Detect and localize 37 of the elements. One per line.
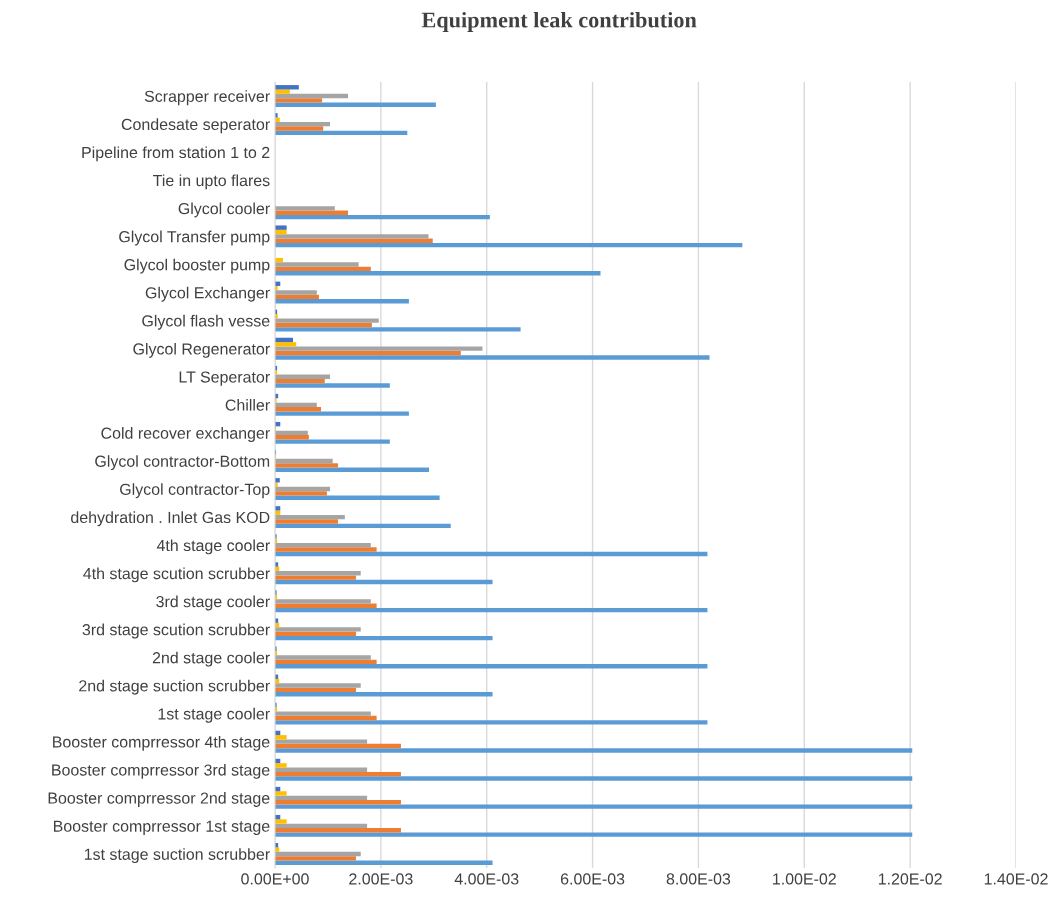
y-tick-label: Cold recover exchanger bbox=[101, 427, 270, 442]
y-tick-label: 4th stage cooler bbox=[156, 539, 270, 555]
x-tick-label: 1.00E-02 bbox=[773, 873, 836, 885]
y-tick-label: Chiller bbox=[225, 399, 270, 411]
y-tick-label: Glycol cooler bbox=[178, 202, 270, 218]
y-tick-label: Condesate seperator bbox=[121, 118, 270, 134]
y-tick-label: Glycol Transfer pump bbox=[119, 230, 270, 246]
y-tick-label: Glycol booster pump bbox=[124, 258, 270, 274]
x-tick-label: 4.00E-03 bbox=[454, 873, 519, 885]
y-tick-label: dehydration . Inlet Gas KOD bbox=[71, 511, 270, 527]
x-tick-label: 2.00E-03 bbox=[349, 873, 413, 885]
y-tick-label: 2nd stage cooler bbox=[152, 651, 270, 667]
y-tick-label: Glycol flash vesse bbox=[142, 314, 270, 330]
y-tick-label: Glycol Regenerator bbox=[133, 342, 270, 358]
x-tick-label: 1.20E-02 bbox=[878, 873, 942, 885]
y-tick-label: 1st stage suction scrubber bbox=[84, 848, 270, 864]
y-tick-label: 4th stage scution scrubber bbox=[83, 567, 270, 583]
y-tick-label: Glycol contractor-Top bbox=[120, 483, 270, 499]
y-tick-label: Booster comprressor 2nd stage bbox=[48, 792, 270, 807]
x-tick-label: 8.00E-03 bbox=[666, 873, 731, 885]
y-tick-label: Scrapper receiver bbox=[144, 90, 270, 106]
chart-title: Equipment leak contribution bbox=[421, 11, 697, 33]
y-tick-label: 2nd stage suction scrubber bbox=[79, 679, 270, 695]
y-tick-label: Glycol contractor-Bottom bbox=[95, 455, 270, 471]
y-tick-label: 3rd stage cooler bbox=[156, 595, 270, 611]
y-tick-label: Booster comprressor 3rd stage bbox=[52, 763, 270, 779]
y-tick-label: LT Seperator bbox=[179, 371, 270, 386]
y-tick-label: Pipeline from station 1 to 2 bbox=[82, 146, 270, 162]
x-tick-label: 0.00E+00 bbox=[241, 873, 309, 885]
y-tick-label: Booster comprressor 1st stage bbox=[53, 820, 270, 835]
y-tick-label: Booster comprressor 4th stage bbox=[53, 735, 270, 751]
y-tick-label: 3rd stage scution scrubber bbox=[82, 623, 270, 639]
y-tick-label: 1st stage cooler bbox=[158, 707, 270, 723]
x-tick-label: 1.40E-02 bbox=[984, 873, 1048, 885]
y-tick-label: Glycol Exchanger bbox=[145, 286, 270, 302]
x-tick-label: 6.00E-03 bbox=[560, 873, 625, 885]
y-tick-label: Tie in upto flares bbox=[153, 174, 270, 190]
